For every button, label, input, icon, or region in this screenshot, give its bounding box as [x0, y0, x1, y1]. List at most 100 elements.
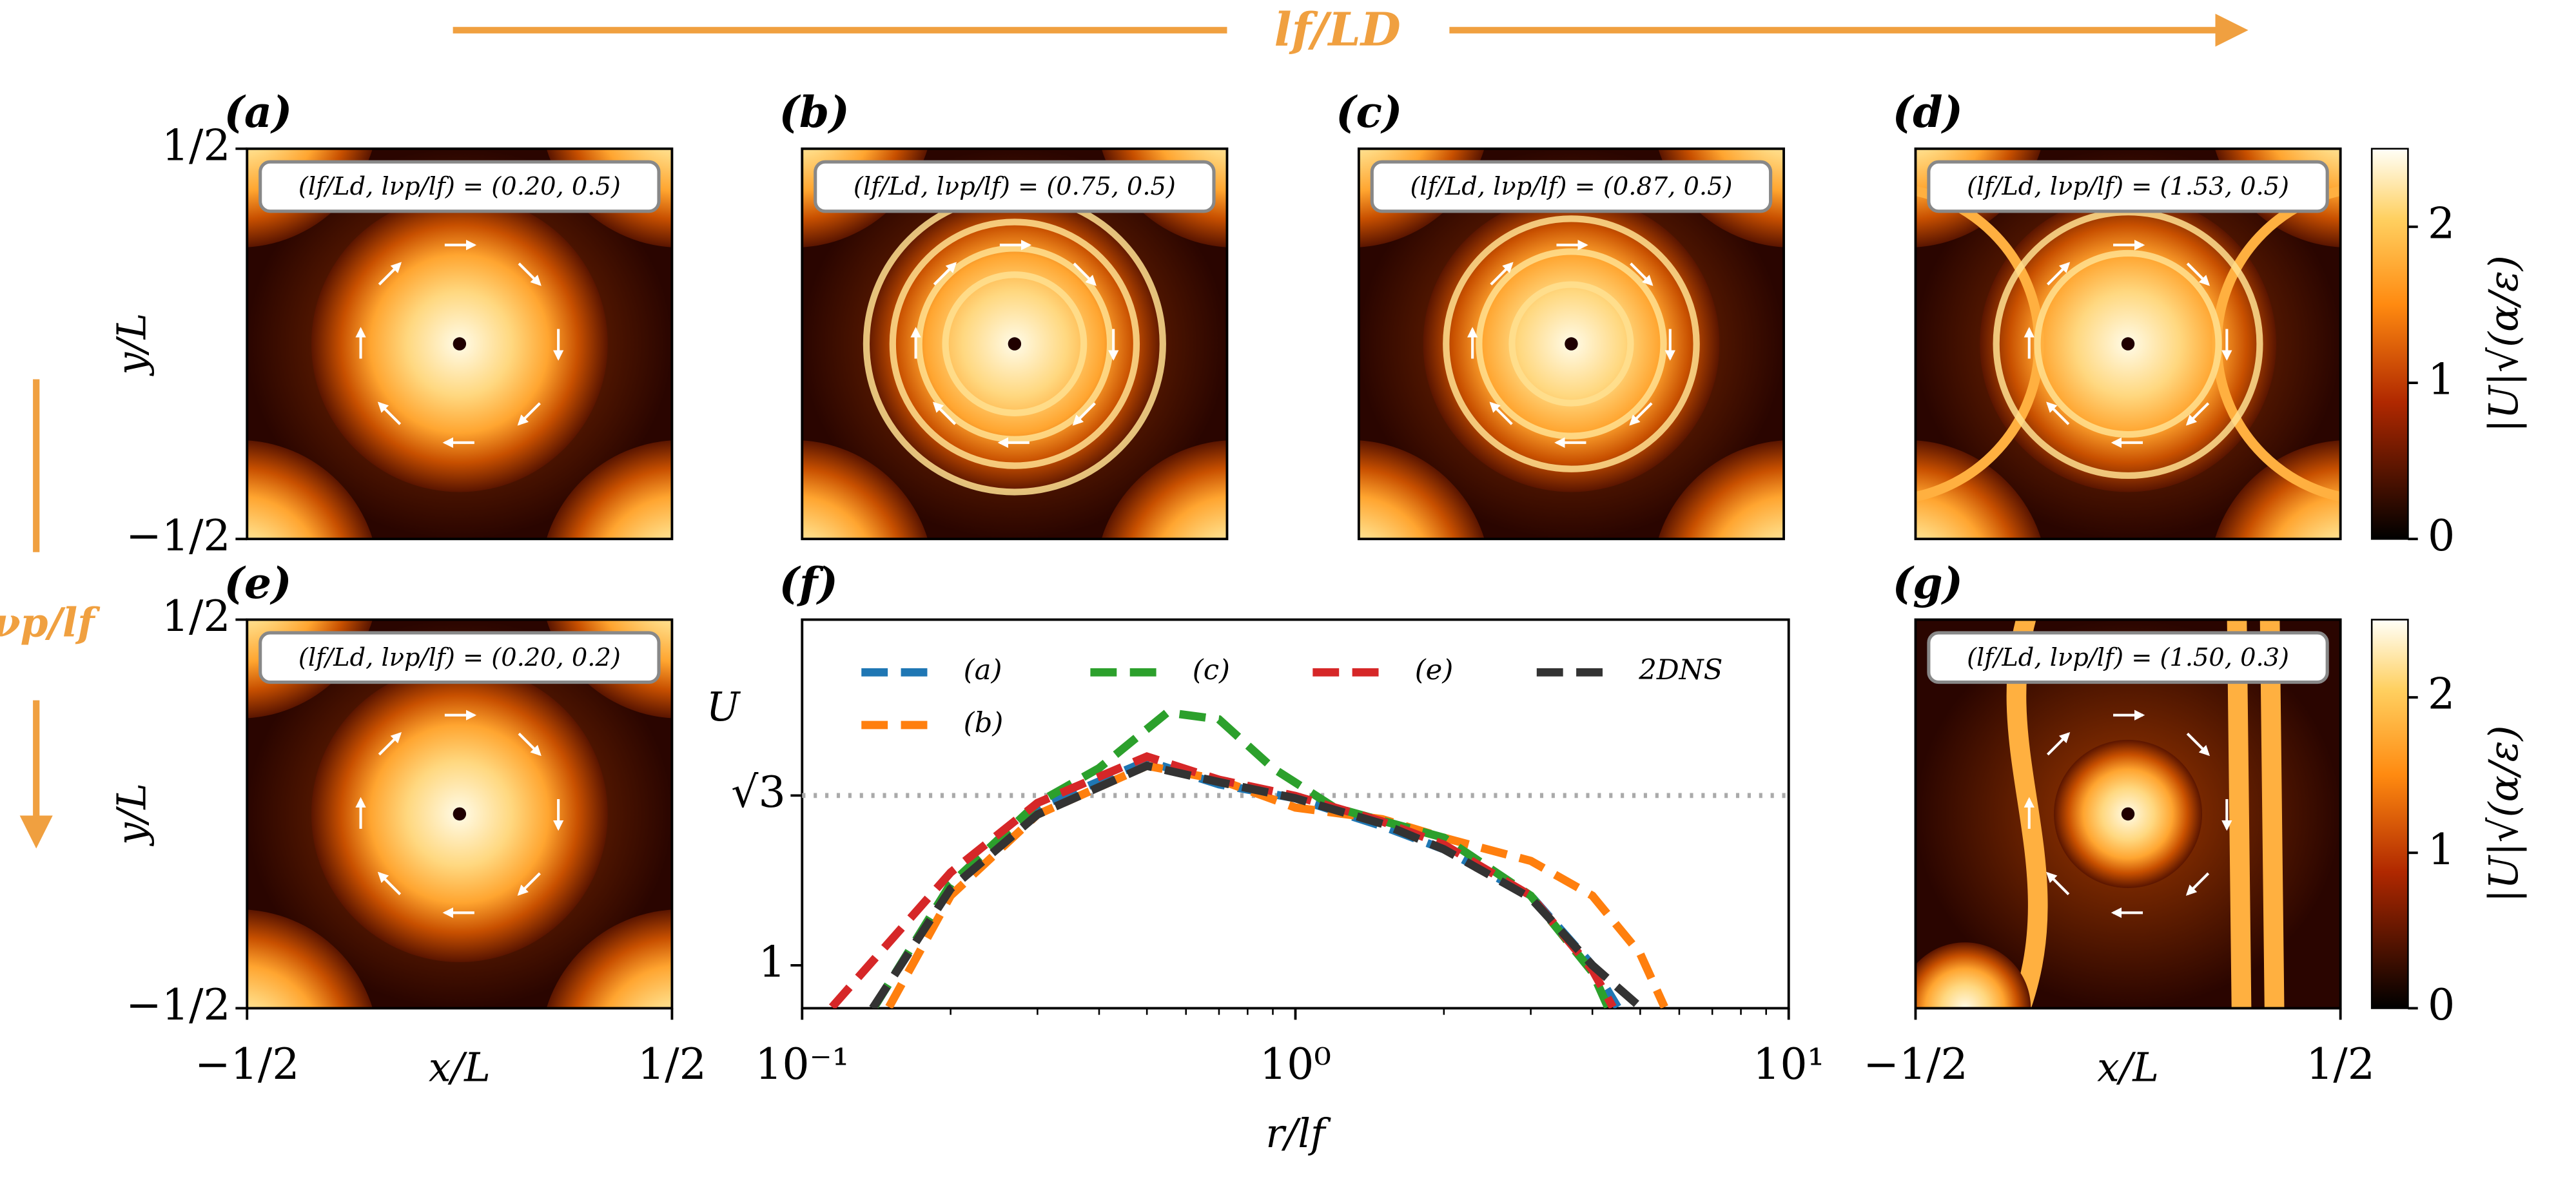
annotation: (lf/Ld, lνp/lf) = (0.20, 0.5) [298, 172, 621, 201]
legend-label: (a) [964, 654, 1002, 686]
velocity-arrow [2046, 262, 2071, 285]
heatmap [802, 148, 1227, 539]
frame [246, 147, 674, 541]
annotation-box [814, 160, 1216, 213]
velocity-arrow [2186, 732, 2210, 757]
velocity-arrow [1489, 401, 1513, 425]
panel-label: (d) [1893, 87, 1963, 137]
panel-label: (a) [224, 87, 292, 137]
vortex [546, 440, 672, 539]
annotation: (lf/Ld, lνp/lf) = (0.20, 0.2) [298, 643, 621, 672]
velocity-arrow [378, 732, 402, 756]
y-axis-label: U [707, 684, 741, 730]
annotation-box [1370, 160, 1773, 213]
velocity-arrow [517, 872, 541, 896]
velocity-arrow [518, 262, 542, 286]
core [1008, 337, 1022, 351]
x-tick-label: −1/2 [195, 1039, 300, 1089]
heatmap [1915, 148, 2341, 539]
colorbar [2370, 148, 2409, 540]
annotation: (lf/Ld, lνp/lf) = (0.87, 0.5) [1410, 172, 1732, 201]
plot-bg [801, 618, 1790, 1010]
velocity-arrow [1073, 262, 1097, 286]
ring [1508, 281, 1634, 407]
legend-label: (c) [1193, 654, 1230, 686]
top-label: lf/LD [1274, 2, 1400, 56]
velocity-arrow [2046, 871, 2070, 896]
x-tick-label: 1/2 [2306, 1039, 2375, 1089]
ring [2034, 249, 2222, 438]
vortex [1658, 440, 1784, 539]
velocity-arrow [518, 732, 542, 757]
colorbar-label: |U|√(α/ε) [2481, 255, 2527, 432]
velocity-arrow [1630, 262, 1654, 286]
colorbar-tick-label: 1 [2428, 824, 2455, 875]
legend-label: (e) [1415, 654, 1454, 686]
colorbar-tick-label: 0 [2428, 980, 2455, 1030]
frame [1357, 147, 1785, 541]
core [2121, 337, 2135, 351]
vortex [546, 909, 672, 1009]
y-axis-label: y/L [110, 783, 155, 847]
annotation-box [259, 631, 661, 684]
core [453, 807, 467, 821]
heatmap [1358, 148, 1784, 539]
annotation-box [1927, 160, 2329, 213]
frame [246, 618, 674, 1010]
panel-label: (f) [779, 558, 838, 608]
y-tick-label: 1 [758, 936, 785, 987]
legend-label: 2DNS [1638, 654, 1722, 686]
velocity-arrow [2186, 262, 2210, 286]
y-tick-label: 1/2 [162, 120, 231, 170]
x-tick-label: 10⁰ [1260, 1039, 1331, 1089]
vortex [1915, 942, 2031, 1009]
velocity-arrow [2185, 872, 2210, 896]
panel-label: (b) [779, 87, 850, 137]
velocity-arrow [377, 401, 402, 425]
core [453, 337, 467, 351]
y-tick-label: −1/2 [126, 510, 231, 561]
annotation-box [259, 160, 661, 213]
annotation: (lf/Ld, lνp/lf) = (1.50, 0.3) [1967, 643, 2289, 672]
velocity-arrow [378, 262, 402, 285]
colorbar-tick-label: 2 [2428, 669, 2455, 719]
x-tick-label: −1/2 [1863, 1039, 1968, 1089]
vortex [802, 440, 928, 539]
velocity-arrow [1629, 402, 1653, 426]
vortex [1358, 440, 1485, 539]
ring [1443, 215, 1700, 472]
y-axis-label: y/L [110, 313, 155, 377]
ring [889, 218, 1140, 469]
annotation-box [1927, 631, 2329, 684]
panel-label: (g) [1893, 558, 1963, 608]
panel-label: (c) [1336, 87, 1402, 137]
velocity-arrow [517, 402, 541, 426]
colorbar-label: |U|√(α/ε) [2481, 726, 2527, 903]
x-tick-label: 10¹ [1753, 1039, 1824, 1089]
x-axis-label: x/L [429, 1045, 491, 1091]
core [1565, 337, 1578, 351]
velocity-arrow [1490, 262, 1514, 285]
frame [1914, 147, 2342, 541]
velocity-arrow [1072, 402, 1096, 426]
vortex [2214, 440, 2341, 539]
colorbar-tick-label: 0 [2428, 510, 2455, 561]
velocity-arrow [2046, 732, 2071, 756]
vortex [247, 909, 373, 1009]
velocity-arrow [2046, 401, 2070, 425]
core [2121, 807, 2135, 821]
legend-label: (b) [964, 707, 1004, 739]
y-tick-label: −1/2 [126, 980, 231, 1030]
annotation: (lf/Ld, lνp/lf) = (0.75, 0.5) [854, 172, 1176, 201]
velocity-arrow [377, 871, 402, 896]
vortex [1101, 440, 1227, 539]
x-tick-label: 10⁻¹ [755, 1039, 849, 1089]
x-axis-label: r/lf [1265, 1111, 1331, 1157]
left-label: lνp/lf [0, 600, 101, 646]
y-tick-label: 1/2 [162, 591, 231, 641]
ring [942, 271, 1088, 416]
panel-label: (e) [224, 558, 291, 608]
frame [1914, 618, 2342, 1010]
velocity-arrow [933, 262, 957, 285]
